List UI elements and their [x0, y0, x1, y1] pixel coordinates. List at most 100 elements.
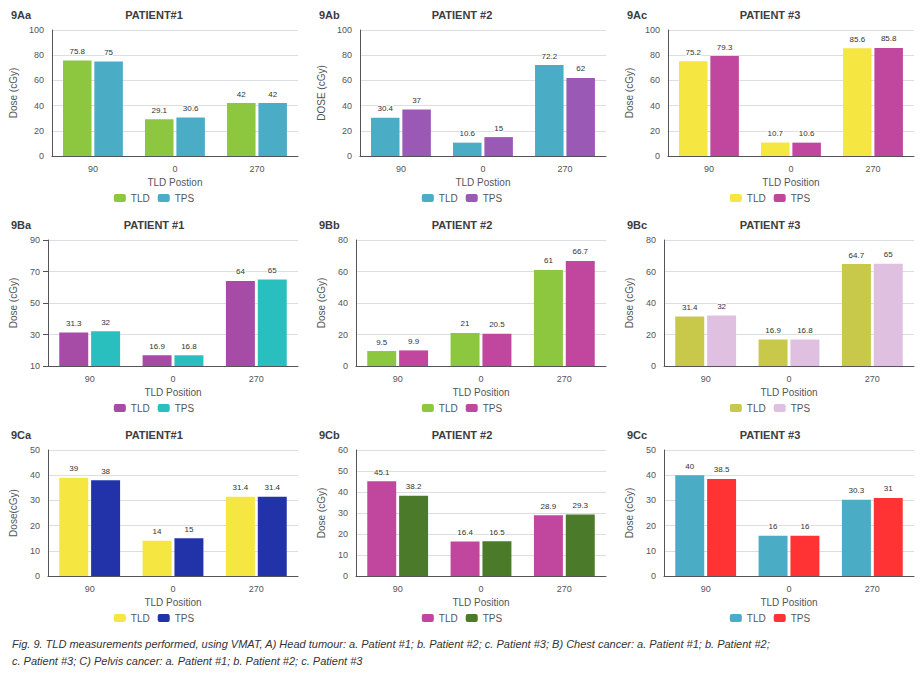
svg-text:100: 100 [645, 25, 660, 35]
svg-text:30.6: 30.6 [183, 104, 199, 113]
svg-text:TPS: TPS [483, 193, 503, 204]
svg-text:90: 90 [88, 164, 98, 174]
svg-text:90: 90 [393, 374, 403, 384]
svg-text:37: 37 [412, 96, 421, 105]
svg-text:31.3: 31.3 [66, 319, 82, 328]
svg-text:270: 270 [557, 164, 572, 174]
svg-text:9Ba: 9Ba [11, 219, 32, 231]
svg-text:PATIENT #2: PATIENT #2 [432, 219, 493, 231]
svg-text:TLD: TLD [131, 613, 150, 624]
svg-text:TPS: TPS [791, 613, 811, 624]
svg-text:0: 0 [343, 361, 348, 371]
svg-text:16.4: 16.4 [457, 528, 473, 537]
svg-text:60: 60 [34, 75, 44, 85]
svg-text:0: 0 [170, 584, 175, 594]
svg-text:Dose (cGy): Dose (cGy) [8, 278, 19, 329]
svg-text:0: 0 [39, 151, 44, 161]
svg-text:TLD Position: TLD Position [452, 597, 509, 608]
svg-text:75.2: 75.2 [685, 48, 701, 57]
svg-text:Dose (cGy): Dose (cGy) [316, 278, 327, 329]
svg-text:80: 80 [650, 50, 660, 60]
svg-text:50: 50 [30, 445, 40, 455]
svg-text:9Bc: 9Bc [627, 219, 647, 231]
svg-text:16: 16 [769, 522, 778, 531]
svg-text:10.6: 10.6 [459, 129, 475, 138]
svg-text:90: 90 [396, 164, 406, 174]
svg-text:80: 80 [338, 235, 348, 245]
svg-text:20: 20 [646, 521, 656, 531]
svg-text:9Ac: 9Ac [627, 9, 647, 21]
svg-text:0: 0 [35, 571, 40, 581]
svg-text:21: 21 [461, 319, 470, 328]
svg-text:0: 0 [170, 374, 175, 384]
svg-text:60: 60 [342, 75, 352, 85]
svg-text:90: 90 [85, 374, 95, 384]
svg-text:38: 38 [101, 467, 110, 476]
svg-text:31.4: 31.4 [264, 483, 280, 492]
svg-text:TPS: TPS [483, 613, 503, 624]
svg-text:40: 40 [34, 101, 44, 111]
svg-text:28.9: 28.9 [541, 502, 557, 511]
svg-text:0: 0 [786, 374, 791, 384]
svg-text:TLD: TLD [747, 613, 766, 624]
svg-text:80: 80 [34, 50, 44, 60]
svg-text:30: 30 [30, 495, 40, 505]
svg-text:65: 65 [268, 266, 277, 275]
svg-text:0: 0 [788, 164, 793, 174]
svg-text:65: 65 [884, 250, 893, 259]
svg-text:38.2: 38.2 [406, 482, 422, 491]
svg-text:TLD: TLD [439, 403, 458, 414]
svg-text:75: 75 [104, 48, 113, 57]
svg-text:TLD Position: TLD Position [144, 387, 201, 398]
svg-text:40: 40 [338, 487, 348, 497]
svg-text:PATIENT #3: PATIENT #3 [740, 429, 801, 441]
svg-text:270: 270 [249, 584, 264, 594]
svg-text:16.5: 16.5 [489, 528, 505, 537]
svg-text:90: 90 [704, 164, 714, 174]
svg-text:TLD Position: TLD Position [452, 387, 509, 398]
svg-text:60: 60 [646, 267, 656, 277]
svg-text:45.1: 45.1 [374, 468, 390, 477]
svg-text:16.9: 16.9 [765, 326, 781, 335]
svg-text:40: 40 [685, 462, 694, 471]
svg-text:14: 14 [153, 527, 162, 536]
svg-text:40: 40 [30, 470, 40, 480]
svg-text:9.9: 9.9 [408, 337, 420, 346]
svg-text:16.9: 16.9 [149, 342, 165, 351]
svg-text:20: 20 [338, 529, 348, 539]
svg-text:15: 15 [184, 525, 193, 534]
svg-text:Dose (cGy): Dose (cGy) [8, 68, 19, 119]
svg-text:50: 50 [338, 466, 348, 476]
svg-text:66.7: 66.7 [572, 247, 588, 256]
svg-text:50: 50 [646, 445, 656, 455]
svg-text:DOSE (cGy): DOSE (cGy) [316, 65, 327, 121]
svg-text:60: 60 [650, 75, 660, 85]
svg-text:30.4: 30.4 [377, 104, 393, 113]
svg-text:TLD: TLD [747, 193, 766, 204]
svg-text:TPS: TPS [175, 403, 195, 414]
svg-text:270: 270 [249, 374, 264, 384]
svg-text:0: 0 [651, 361, 656, 371]
svg-text:30: 30 [30, 330, 40, 340]
svg-text:TPS: TPS [483, 403, 503, 414]
svg-text:85.8: 85.8 [881, 34, 897, 43]
svg-text:9Cb: 9Cb [319, 429, 340, 441]
svg-text:62: 62 [576, 64, 585, 73]
svg-text:90: 90 [701, 374, 711, 384]
svg-text:Dose (cGy): Dose (cGy) [624, 68, 635, 119]
svg-text:PATIENT #3: PATIENT #3 [740, 219, 801, 231]
svg-text:29.3: 29.3 [572, 501, 588, 510]
svg-text:9Bb: 9Bb [319, 219, 340, 231]
svg-text:29.1: 29.1 [151, 106, 167, 115]
svg-text:16.8: 16.8 [181, 342, 197, 351]
svg-text:TPS: TPS [791, 193, 811, 204]
svg-text:PATIENT #1: PATIENT #1 [124, 219, 185, 231]
svg-text:42: 42 [237, 90, 246, 99]
svg-text:40: 40 [338, 298, 348, 308]
svg-text:9Ca: 9Ca [11, 429, 32, 441]
svg-text:90: 90 [701, 584, 711, 594]
svg-text:20: 20 [30, 521, 40, 531]
svg-text:31: 31 [884, 484, 893, 493]
svg-text:9Ab: 9Ab [319, 9, 340, 21]
svg-text:0: 0 [651, 571, 656, 581]
